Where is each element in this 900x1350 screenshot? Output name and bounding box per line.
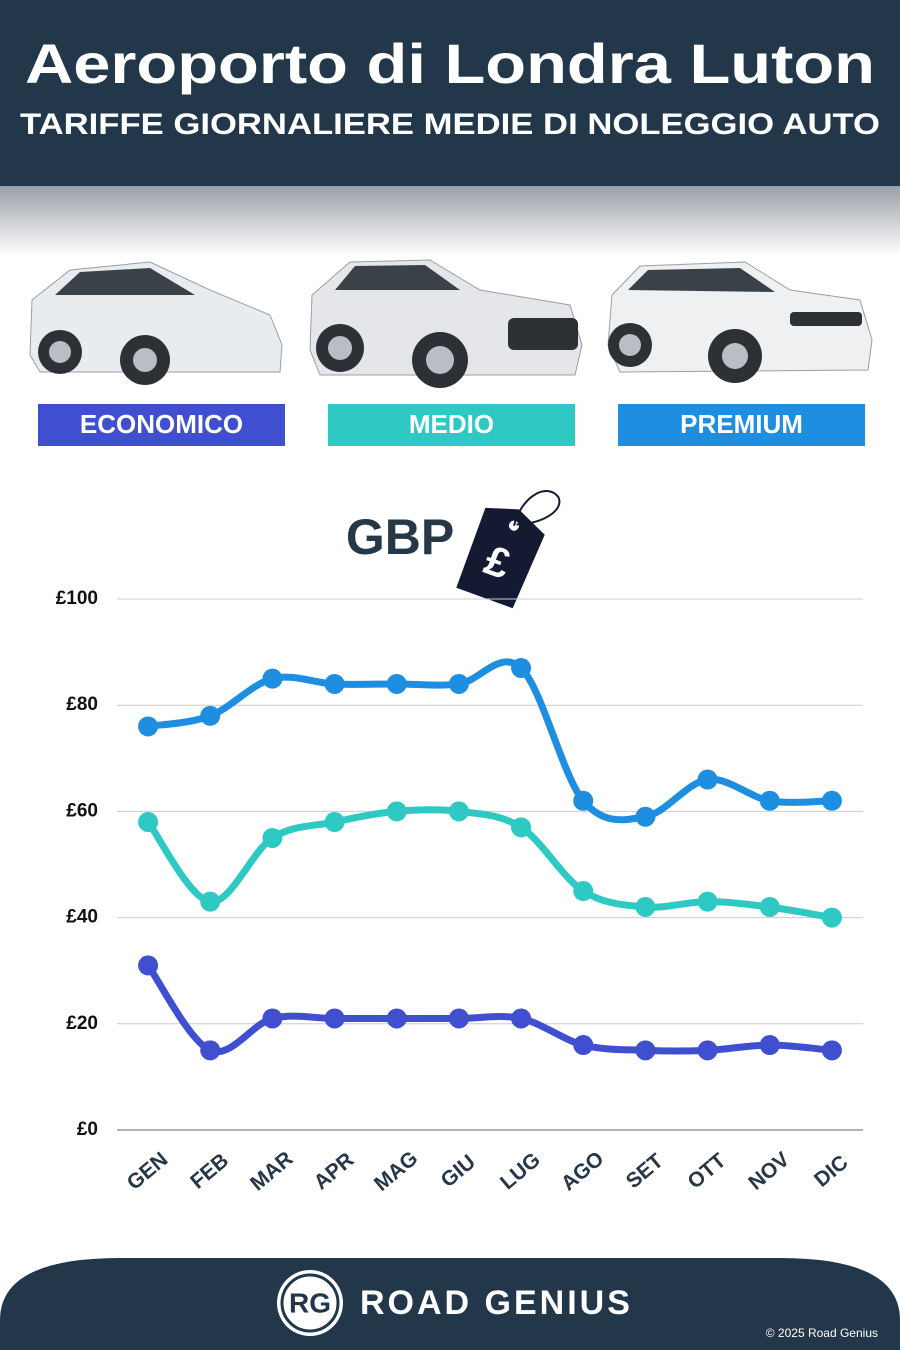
logo-ring	[280, 1273, 340, 1333]
x-tick-label: GIU	[437, 1150, 480, 1192]
currency-label: GBP	[346, 509, 454, 565]
data-point	[386, 801, 407, 822]
data-point	[200, 891, 221, 912]
data-point	[573, 1035, 594, 1056]
y-tick-label: £60	[66, 800, 98, 821]
x-tick-label: AGO	[557, 1147, 608, 1195]
x-tick-label: OTT	[683, 1149, 730, 1194]
x-tick-label: MAG	[370, 1147, 422, 1196]
data-point	[511, 1008, 532, 1029]
data-point	[262, 1008, 283, 1029]
legend-label: ECONOMICO	[80, 409, 243, 439]
x-tick-label: GEN	[123, 1148, 173, 1195]
data-point	[759, 896, 780, 917]
data-point	[573, 881, 594, 902]
data-point	[448, 801, 469, 822]
data-point	[262, 668, 283, 689]
copyright: © 2025 Road Genius	[766, 1326, 878, 1340]
car-medio	[309, 259, 583, 388]
y-tick-label: £20	[66, 1013, 98, 1034]
legend-badge	[618, 404, 865, 446]
data-point	[635, 1040, 656, 1061]
data-point	[511, 658, 532, 679]
data-point	[759, 1035, 780, 1056]
x-tick-label: SET	[622, 1149, 668, 1193]
data-point	[759, 790, 780, 811]
legend-label: PREMIUM	[680, 409, 803, 439]
y-tick-label: £0	[77, 1119, 98, 1140]
data-point	[635, 806, 656, 827]
car-economico	[29, 261, 283, 385]
footer-bg	[0, 1258, 900, 1350]
x-tick-label: DIC	[810, 1151, 852, 1192]
logo-text: RG	[289, 1287, 331, 1318]
price-tag: £	[456, 490, 561, 609]
data-point	[697, 1040, 718, 1061]
data-point	[821, 790, 842, 811]
data-point	[697, 891, 718, 912]
header-bg	[0, 0, 900, 186]
data-point	[200, 1040, 221, 1061]
x-tick-label: FEB	[186, 1149, 233, 1194]
data-point	[573, 790, 594, 811]
data-point	[697, 769, 718, 790]
series-line	[144, 806, 836, 922]
legend-badge	[328, 404, 575, 446]
data-point	[138, 812, 159, 833]
subtitle: TARIFFE GIORNALIERE MEDIE DI NOLEGGIO AU…	[20, 108, 880, 141]
data-point	[448, 1008, 469, 1029]
data-point	[635, 896, 656, 917]
data-point	[324, 1008, 345, 1029]
car-premium	[607, 261, 873, 383]
series-line	[144, 658, 836, 824]
x-tick-label: LUG	[496, 1148, 545, 1194]
data-point	[138, 716, 159, 737]
data-point	[386, 673, 407, 694]
x-tick-label: APR	[310, 1148, 359, 1194]
header-shadow	[0, 186, 900, 256]
brand: ROAD GENIUS	[360, 1284, 633, 1322]
logo-circle	[277, 1270, 343, 1336]
data-point	[821, 907, 842, 928]
data-point	[448, 673, 469, 694]
data-point	[262, 827, 283, 848]
y-tick-label: £100	[56, 588, 98, 609]
title: Aeroporto di Londra Luton	[25, 32, 875, 95]
data-point	[200, 705, 221, 726]
x-tick-label: NOV	[744, 1148, 794, 1195]
data-point	[138, 955, 159, 976]
legend-badge	[38, 404, 285, 446]
data-point	[324, 812, 345, 833]
data-point	[324, 673, 345, 694]
y-tick-label: £80	[66, 694, 98, 715]
legend-label: MEDIO	[409, 409, 494, 439]
x-tick-label: MAR	[246, 1147, 297, 1195]
data-point	[511, 817, 532, 838]
series-line	[144, 961, 836, 1056]
data-point	[821, 1040, 842, 1061]
y-tick-label: £40	[66, 907, 98, 928]
data-point	[386, 1008, 407, 1029]
